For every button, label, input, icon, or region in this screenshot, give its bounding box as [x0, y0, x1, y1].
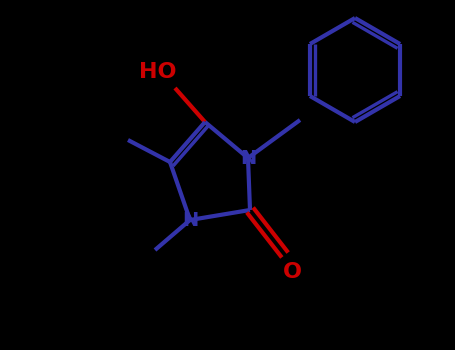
Text: N: N — [182, 210, 198, 230]
Text: HO: HO — [139, 62, 177, 82]
Text: N: N — [240, 148, 256, 168]
Text: O: O — [283, 262, 302, 282]
